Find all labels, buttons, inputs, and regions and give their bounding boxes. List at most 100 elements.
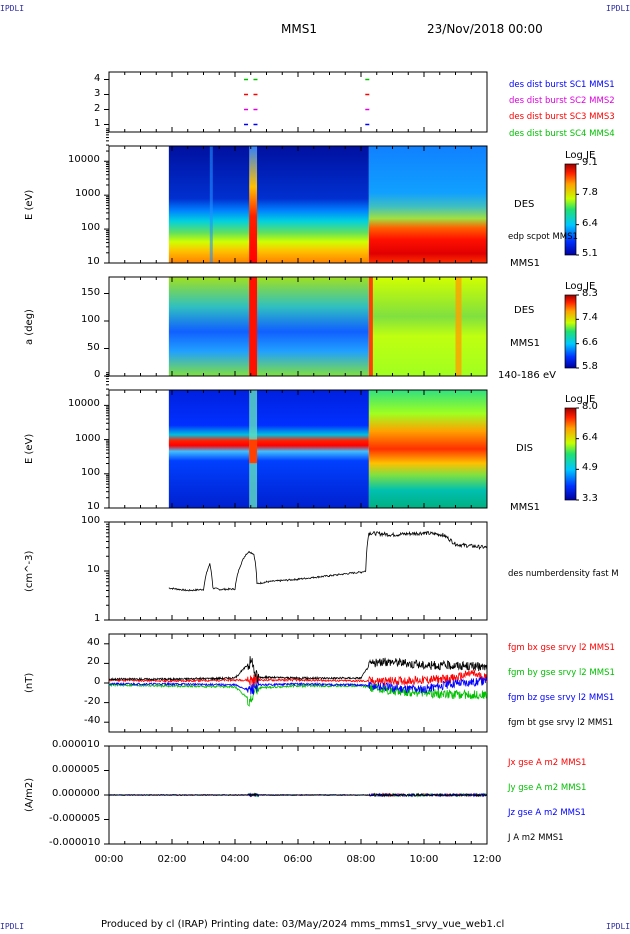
corner-label-top-left: IPDLI bbox=[0, 4, 25, 13]
burst-ytick-label: 4 bbox=[94, 72, 101, 84]
des-pitch-ytick-label: 0 bbox=[94, 369, 101, 380]
des-energy-ytick-label: 1000 bbox=[75, 188, 101, 200]
density-ytick-label: 1 bbox=[94, 613, 101, 624]
current-ytick-label: -0.000005 bbox=[49, 812, 101, 824]
density-ytick-label: 10 bbox=[87, 564, 100, 575]
des-pitch-colorbar-label: 5.8 bbox=[582, 361, 598, 372]
bfield-legend-entry: fgm bt gse srvy l2 MMS1 bbox=[508, 718, 614, 728]
des-energy-right-label: DES bbox=[514, 199, 535, 210]
dis-energy-colorbar-label: 6.4 bbox=[582, 431, 598, 443]
bfield-legend-entry: fgm by gse srvy l2 MMS1 bbox=[508, 668, 615, 678]
dis-energy-colorbar-label: 4.9 bbox=[582, 462, 598, 474]
bfield-series-line bbox=[108, 676, 488, 695]
des-pitch-spectrogram bbox=[168, 277, 369, 376]
dis-energy-spectrogram bbox=[368, 390, 487, 508]
des-pitch-right-label: 140-186 eV bbox=[498, 370, 556, 381]
dis-energy-colorbar-label: 8.0 bbox=[582, 401, 598, 412]
corner-label-bottom-right: IPDLI bbox=[606, 922, 630, 931]
des-energy-colorbar-title: Log JE bbox=[565, 150, 596, 161]
bfield-ytick-label: -20 bbox=[84, 695, 101, 707]
density-legend-entry: des numberdensity fast M bbox=[508, 569, 619, 579]
bfield-ytick-label: 40 bbox=[87, 636, 100, 648]
dis-energy-spectrogram bbox=[249, 439, 258, 464]
time-tick-label: 04:00 bbox=[220, 854, 250, 865]
burst-legend-entry: des dist burst SC2 MMS2 bbox=[509, 96, 615, 107]
des-energy-ytick-label: 10 bbox=[87, 256, 100, 267]
corner-label-bottom-left: IPDLI bbox=[0, 922, 25, 931]
spacecraft-title: MMS1 bbox=[281, 22, 317, 36]
dis-energy-ytick-label: 100 bbox=[81, 466, 101, 478]
des-pitch-colorbar-label: 8.3 bbox=[582, 288, 598, 299]
time-tick-label: 08:00 bbox=[346, 854, 376, 865]
dis-energy-right-label: DIS bbox=[516, 443, 533, 454]
des-energy-colorbar-label: 6.4 bbox=[582, 217, 598, 229]
des-pitch-colorbar bbox=[564, 294, 577, 369]
bfield-series-line bbox=[108, 656, 488, 683]
des-energy-ylabel: E (eV) bbox=[24, 189, 35, 220]
des-pitch-ylabel: a (deg) bbox=[24, 308, 35, 345]
current-ylabel: (A/m2) bbox=[24, 777, 35, 812]
des-energy-spectrogram bbox=[249, 146, 258, 263]
des-energy-colorbar-label: 5.1 bbox=[582, 248, 598, 259]
current-ytick-label: 0.000005 bbox=[52, 763, 100, 775]
current-legend-entry: J A m2 MMS1 bbox=[508, 833, 564, 843]
des-energy-right-label: edp scpot MMS1 bbox=[508, 232, 578, 242]
current-legend-entry: Jz gse A m2 MMS1 bbox=[508, 808, 586, 818]
current-ytick-label: -0.000010 bbox=[49, 837, 101, 848]
dis-energy-colorbar-title: Log JE bbox=[565, 394, 596, 405]
dis-energy-ytick-label: 10000 bbox=[68, 398, 100, 410]
current-ytick-label: 0.000010 bbox=[52, 739, 100, 750]
des-pitch-colorbar-label: 7.4 bbox=[582, 312, 598, 324]
des-pitch-ytick-label: 100 bbox=[81, 314, 101, 325]
dis-energy-ylabel: E (eV) bbox=[24, 433, 35, 464]
current-legend-entry: Jx gse A m2 MMS1 bbox=[508, 758, 587, 768]
des-energy-ytick-label: 100 bbox=[81, 222, 101, 234]
bfield-legend-entry: fgm bx gse srvy l2 MMS1 bbox=[508, 643, 615, 653]
des-energy-colorbar-label: 7.8 bbox=[582, 187, 598, 199]
density-frame bbox=[108, 521, 488, 621]
des-pitch-right-label: MMS1 bbox=[510, 338, 540, 349]
dis-energy-ytick-label: 10 bbox=[87, 501, 100, 512]
density-series-line bbox=[168, 530, 488, 592]
bfield-ylabel: (nT) bbox=[24, 672, 35, 693]
des-pitch-spectrogram bbox=[368, 277, 487, 376]
time-tick-label: 10:00 bbox=[409, 854, 439, 865]
des-energy-colorbar bbox=[564, 163, 577, 256]
burst-legend-entry: des dist burst SC4 MMS4 bbox=[509, 128, 615, 139]
current-ytick-label: 0.000000 bbox=[52, 788, 100, 799]
burst-ytick-label: 2 bbox=[94, 102, 101, 114]
time-tick-label: 06:00 bbox=[283, 854, 313, 865]
density-ytick-label: 100 bbox=[81, 515, 101, 526]
des-pitch-ytick-label: 50 bbox=[87, 341, 100, 353]
des-energy-spectrogram bbox=[168, 146, 369, 263]
current-legend-entry: Jy gse A m2 MMS1 bbox=[508, 783, 587, 793]
des-pitch-colorbar-title: Log JE bbox=[565, 281, 596, 292]
des-pitch-right-label: DES bbox=[514, 305, 535, 316]
bfield-ytick-label: -40 bbox=[84, 715, 101, 727]
burst-legend-entry: des dist burst SC1 MMS1 bbox=[509, 80, 615, 90]
date-time-title: 23/Nov/2018 00:00 bbox=[427, 22, 543, 36]
burst-ytick-label: 3 bbox=[94, 87, 101, 99]
bfield-ytick-label: 0 bbox=[94, 676, 101, 687]
footer-credit: Produced by cl (IRAP) Printing date: 03/… bbox=[101, 919, 505, 930]
des-energy-spectrogram bbox=[209, 146, 213, 263]
bfield-series-line bbox=[108, 668, 488, 687]
burst-ytick-label: 1 bbox=[94, 117, 101, 129]
bfield-ytick-label: 20 bbox=[87, 656, 100, 668]
time-tick-label: 12:00 bbox=[472, 854, 502, 865]
density-ylabel: (cm^-3) bbox=[24, 550, 35, 592]
current-series-line bbox=[108, 792, 488, 798]
dis-energy-spectrogram bbox=[168, 390, 369, 508]
des-pitch-spectrogram bbox=[368, 277, 373, 376]
dis-energy-right-label: MMS1 bbox=[510, 502, 540, 513]
des-energy-ytick-label: 10000 bbox=[68, 154, 100, 166]
des-energy-spectrogram bbox=[368, 146, 487, 263]
des-pitch-spectrogram bbox=[455, 277, 462, 376]
dis-energy-colorbar-label: 3.3 bbox=[582, 493, 598, 504]
dis-energy-colorbar bbox=[564, 407, 577, 501]
des-pitch-spectrogram bbox=[249, 277, 258, 376]
corner-label-top-right: IPDLI bbox=[606, 4, 630, 13]
des-energy-right-label: MMS1 bbox=[510, 258, 540, 269]
des-pitch-ytick-label: 150 bbox=[81, 286, 101, 298]
